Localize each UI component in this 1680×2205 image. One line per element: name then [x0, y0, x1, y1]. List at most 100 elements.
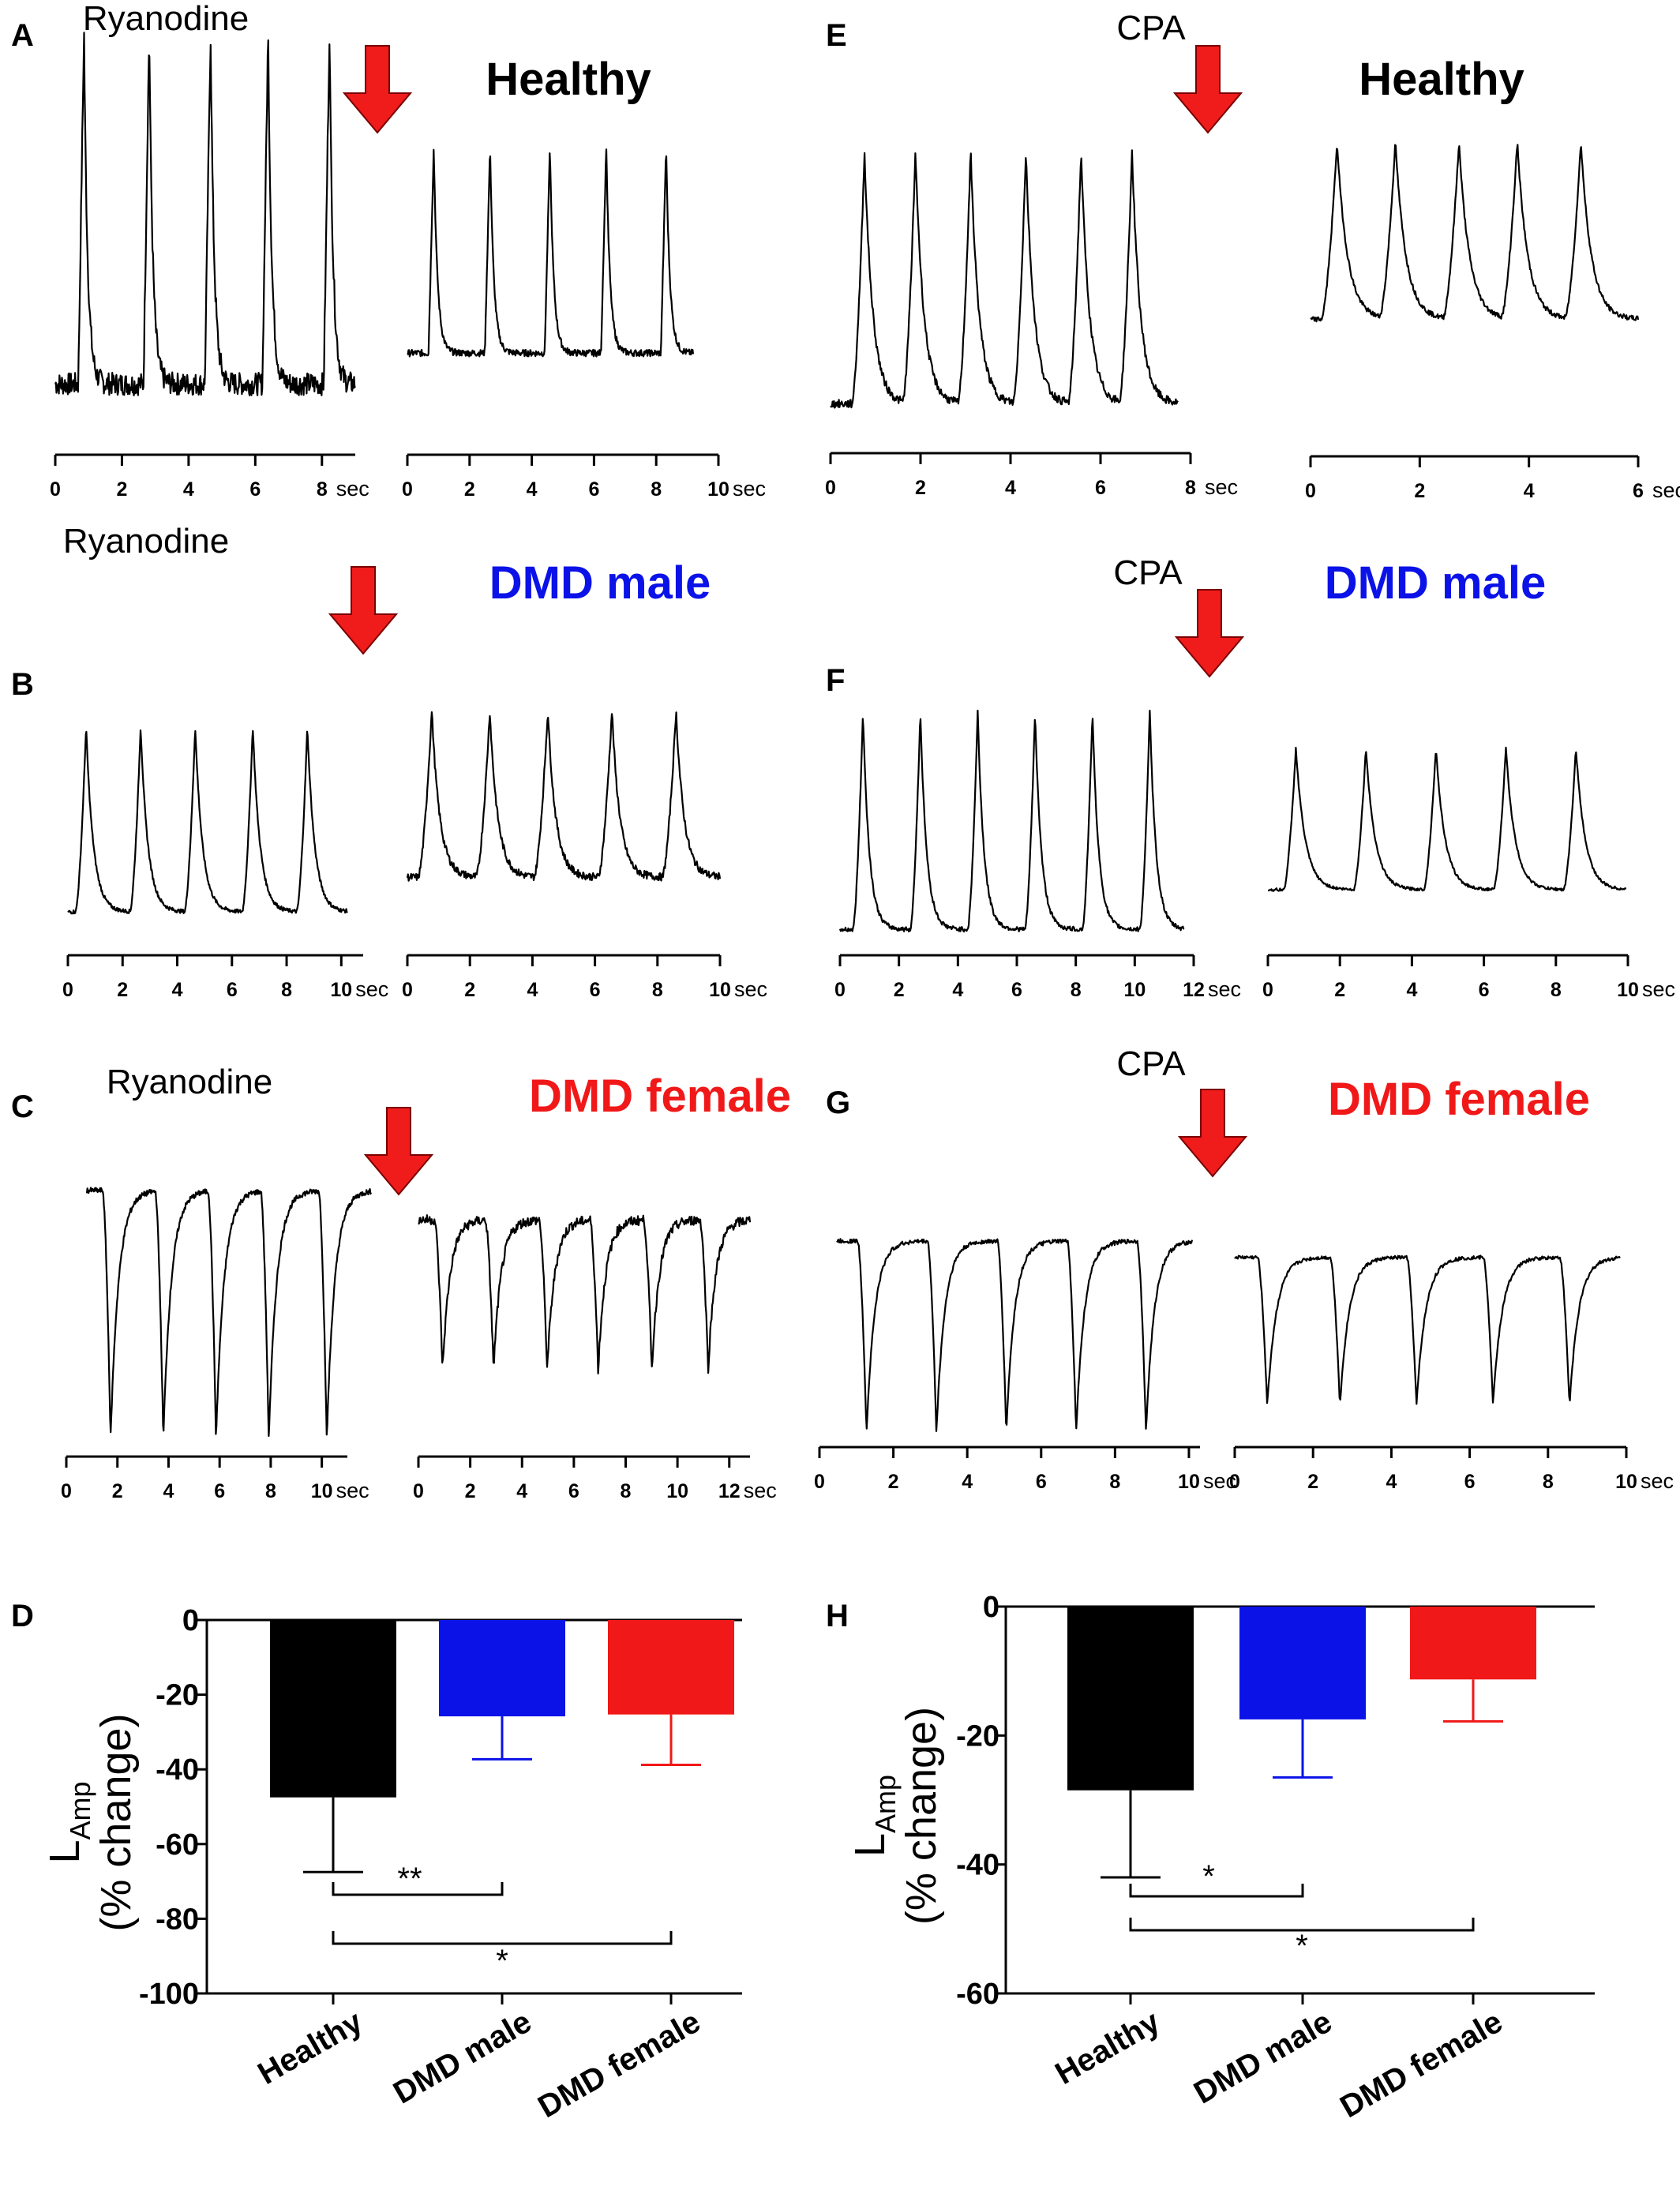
trace-panel-after: 0 2 4 6 sec: [1305, 144, 1680, 502]
axis-unit: sec: [1652, 478, 1680, 502]
tick-label: 0: [50, 478, 61, 501]
tick-label: 6: [249, 478, 261, 501]
tick-label: 10: [666, 1480, 688, 1502]
tick-label: 0: [1229, 1471, 1240, 1493]
tick-label: 10: [1617, 979, 1639, 1001]
x-category-label: DMD female: [532, 2004, 706, 2125]
drug-label: CPA: [1113, 553, 1183, 592]
tick-label: 2: [1307, 1471, 1318, 1493]
tick-label: 2: [116, 478, 127, 501]
y-tick-label: -60: [956, 1978, 999, 2011]
trace-panel-after: 0 2 4 6 8 10 sec: [402, 148, 766, 501]
x-category-label: DMD female: [1334, 2004, 1508, 2125]
tick-label: 4: [172, 979, 183, 1001]
tick-label: 6: [1095, 477, 1106, 499]
tick-label: 10: [707, 478, 729, 501]
tick-label: 10: [709, 979, 731, 1001]
y-axis-label: LAmp: [846, 1775, 902, 1857]
tick-label: 8: [1109, 1471, 1120, 1493]
drug-arrow: [342, 45, 413, 134]
significance-bracket: [332, 1882, 504, 1896]
drug-arrow: [1172, 45, 1243, 134]
drug-arrow: [1177, 1089, 1248, 1178]
tick-label: 4: [527, 979, 538, 1001]
tick-label: 0: [1305, 480, 1316, 502]
calcium-trace: [85, 1187, 373, 1438]
y-tick-label: -20: [156, 1679, 199, 1712]
tick-label: 2: [1334, 979, 1345, 1001]
tick-label: 10: [311, 1480, 333, 1502]
tick-label: 4: [163, 1480, 174, 1502]
axis-unit: sec: [336, 1479, 369, 1502]
tick-label: 8: [1543, 1471, 1554, 1493]
tick-label: 10: [1178, 1471, 1200, 1493]
tick-label: 4: [1005, 477, 1016, 499]
bar-healthy: [270, 1620, 396, 1798]
y-tick-label: -60: [156, 1828, 199, 1862]
y-axis-label-units: (% change): [92, 1713, 140, 1931]
tick-label: 2: [888, 1471, 899, 1493]
axis-unit: sec: [1203, 1469, 1236, 1493]
trace-panel-before: 0 2 4 6 8 10 sec: [61, 1187, 373, 1502]
axis-unit: sec: [744, 1479, 777, 1502]
tick-label: 10: [1123, 979, 1146, 1001]
tick-label: 0: [62, 979, 73, 1001]
axis-unit: sec: [1642, 977, 1675, 1001]
calcium-trace: [1234, 1254, 1621, 1405]
axis-unit: sec: [1208, 977, 1241, 1001]
drug-label: Ryanodine: [83, 0, 249, 38]
condition-label: Healthy: [1359, 54, 1524, 105]
tick-label: 6: [568, 1480, 579, 1502]
y-tick-label: -40: [956, 1849, 999, 1882]
trace-panel-before: 0 2 4 6 8 10 sec: [62, 729, 388, 1001]
axis-unit: sec: [734, 977, 767, 1001]
condition-label: DMD male: [489, 557, 711, 609]
axis-unit: sec: [355, 977, 388, 1001]
panel-label: G: [826, 1086, 850, 1120]
tick-label: 12: [718, 1480, 741, 1502]
tick-label: 0: [413, 1480, 424, 1502]
axis-unit: sec: [1205, 475, 1238, 499]
panel-label: C: [11, 1089, 34, 1124]
drug-arrow: [328, 566, 399, 655]
tick-label: 8: [1185, 477, 1196, 499]
significance-label: *: [1296, 1929, 1308, 1963]
calcium-trace: [418, 1214, 752, 1374]
tick-label: 6: [1464, 1471, 1476, 1493]
trace-panel-before: 0 2 4 6 8 sec: [50, 32, 369, 501]
tick-label: 4: [1406, 979, 1417, 1001]
tick-label: 4: [527, 478, 538, 501]
tick-label: 2: [915, 477, 926, 499]
panel-label: A: [11, 18, 34, 53]
tick-label: 0: [825, 477, 836, 499]
panel-label: F: [826, 663, 845, 698]
calcium-trace: [67, 729, 348, 915]
calcium-trace: [836, 1238, 1194, 1432]
tick-label: 6: [1633, 480, 1644, 502]
panel-label: D: [11, 1599, 34, 1633]
significance-label: **: [397, 1862, 422, 1896]
drug-label: CPA: [1116, 1044, 1186, 1083]
tick-label: 0: [834, 979, 846, 1001]
tick-label: 2: [117, 979, 128, 1001]
drug-label: Ryanodine: [107, 1063, 272, 1101]
tick-label: 2: [465, 1480, 476, 1502]
axis-unit: sec: [336, 477, 369, 501]
drug-arrow: [1174, 589, 1245, 678]
trace-panel-after: 0 2 4 6 8 10 sec: [1262, 746, 1675, 1001]
tick-label: 2: [1414, 480, 1425, 502]
tick-label: 6: [1036, 1471, 1047, 1493]
calcium-trace: [830, 149, 1179, 409]
calcium-trace: [1267, 746, 1627, 892]
drug-label: CPA: [1116, 9, 1186, 47]
x-category-label: Healthy: [1049, 2004, 1166, 2091]
trace-panel-after: 0 2 4 6 8 10 sec: [1229, 1254, 1674, 1493]
tick-label: 0: [1262, 979, 1273, 1001]
calcium-trace: [407, 148, 695, 358]
tick-label: 6: [588, 478, 599, 501]
